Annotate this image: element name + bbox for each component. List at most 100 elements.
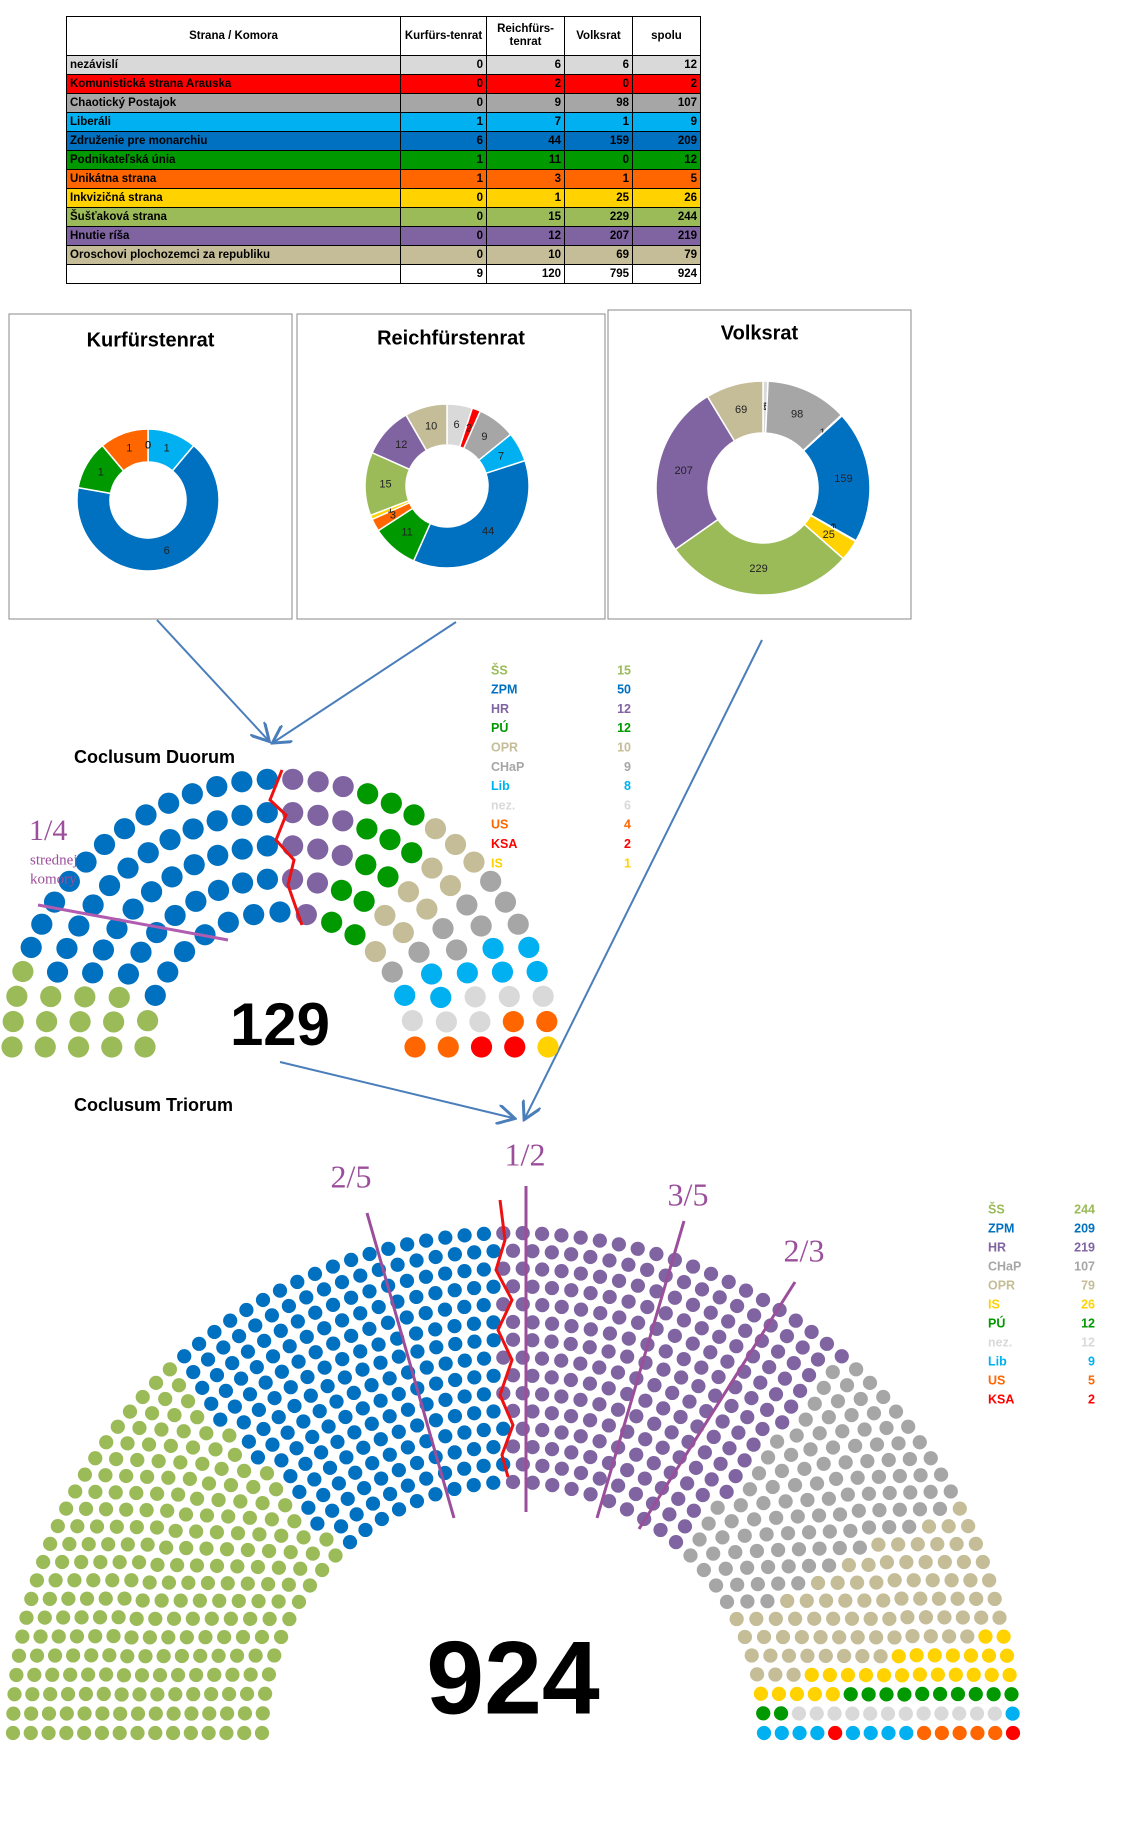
seat <box>144 1406 160 1421</box>
seat <box>391 1386 406 1402</box>
data-label: 159 <box>834 473 852 485</box>
seat <box>906 1573 921 1588</box>
seat <box>399 1310 414 1325</box>
seat <box>349 1507 364 1522</box>
seat <box>982 1573 997 1588</box>
seat <box>792 1383 808 1398</box>
seat <box>456 962 478 984</box>
column-header: spolu <box>632 16 701 56</box>
seat <box>664 1425 679 1440</box>
parliament-chart: Coclusum Triorum 924 ŠS 244 ZPM 209 HR 219 CHaP 1… <box>5 1095 1095 1741</box>
seat-count: 9 <box>486 93 565 113</box>
donut-segment <box>76 444 220 572</box>
seat <box>486 1315 501 1330</box>
seat-count: 3 <box>486 169 565 189</box>
seat <box>321 1419 336 1434</box>
seat <box>457 1389 472 1404</box>
seat <box>185 890 207 912</box>
seat <box>59 1501 74 1516</box>
seat <box>201 1725 216 1741</box>
seat <box>409 1455 425 1471</box>
seat <box>179 1630 194 1645</box>
seat <box>271 1409 286 1425</box>
seat <box>225 1667 240 1682</box>
seat <box>109 1519 124 1534</box>
seat <box>610 1365 626 1380</box>
seat <box>382 1486 398 1502</box>
seat <box>863 1706 878 1721</box>
seat <box>282 801 304 824</box>
seat <box>261 1543 277 1559</box>
seat <box>952 1706 967 1721</box>
divider-line <box>637 1281 797 1530</box>
data-label: 6 <box>762 401 768 413</box>
seat <box>206 810 228 832</box>
seat <box>333 1519 349 1534</box>
seat <box>124 1630 139 1645</box>
seat <box>69 1011 91 1033</box>
seat <box>183 854 205 876</box>
seat <box>223 1477 239 1493</box>
seat <box>469 1011 491 1033</box>
seat <box>943 1484 958 1499</box>
seat <box>791 1706 807 1721</box>
seat <box>731 1425 746 1440</box>
seat <box>759 1402 775 1417</box>
seat <box>299 1290 314 1305</box>
seat <box>637 1471 652 1486</box>
seat <box>46 961 69 983</box>
seat <box>58 870 80 892</box>
seat <box>399 1273 415 1288</box>
seat <box>986 1687 1001 1702</box>
seat <box>98 1502 114 1517</box>
seat <box>629 1409 644 1424</box>
seat <box>784 1399 799 1414</box>
seat-count: 9 <box>632 112 701 132</box>
legend-label: ZPM <box>491 683 517 697</box>
seat <box>822 1667 837 1683</box>
seat <box>186 1364 201 1380</box>
seat <box>339 1450 354 1465</box>
seat <box>504 1036 526 1058</box>
chart-title: Volksrat <box>721 322 799 344</box>
legend-label: CHaP <box>988 1259 1021 1273</box>
seat <box>505 1439 521 1454</box>
donut-segment <box>674 518 845 596</box>
seat <box>206 775 228 798</box>
seat <box>753 1686 769 1701</box>
seat <box>525 1315 540 1330</box>
seat <box>515 1225 530 1241</box>
seat <box>447 1409 463 1424</box>
seat <box>536 1010 558 1033</box>
seat <box>176 1424 191 1439</box>
seat <box>180 1394 196 1409</box>
seat <box>117 1591 132 1606</box>
seat <box>207 1667 222 1682</box>
seat <box>193 1648 208 1664</box>
seat <box>447 1247 462 1262</box>
data-label: 69 <box>735 404 747 416</box>
seat <box>67 1573 82 1588</box>
seat <box>619 1502 635 1517</box>
seat <box>356 1440 371 1455</box>
seat-count: 0 <box>564 150 633 170</box>
seat <box>112 1555 127 1570</box>
seat <box>322 1460 338 1475</box>
seat <box>532 985 554 1007</box>
seat <box>306 872 329 894</box>
seat <box>365 1496 381 1511</box>
column-header: Reichfürs-tenrat <box>486 16 565 56</box>
seat <box>740 1594 755 1609</box>
seat <box>310 1516 325 1531</box>
seat <box>554 1389 569 1404</box>
seat <box>466 1477 481 1493</box>
seat <box>189 1524 204 1539</box>
seat <box>968 1687 983 1702</box>
seat <box>314 1445 329 1460</box>
seat <box>7 1687 22 1702</box>
seat <box>671 1491 686 1506</box>
seat <box>377 866 399 888</box>
seat <box>81 1667 96 1682</box>
seat <box>34 1036 56 1058</box>
seat <box>988 1725 1003 1741</box>
